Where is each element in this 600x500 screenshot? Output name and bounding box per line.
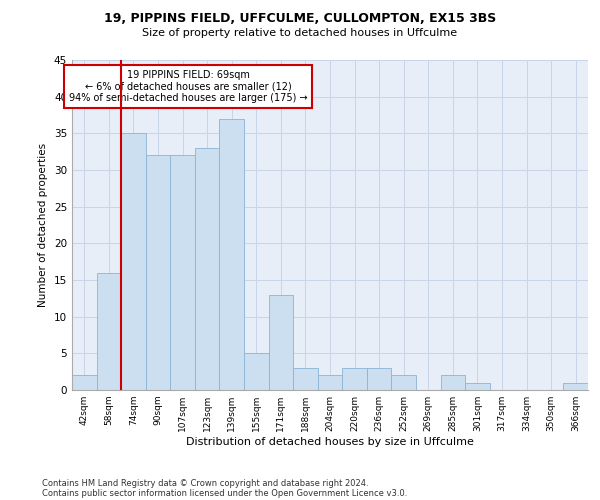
Bar [121,134,146,390]
Bar [146,156,170,390]
Bar [318,376,342,390]
Bar [465,382,490,390]
Y-axis label: Number of detached properties: Number of detached properties [38,143,49,307]
Bar [97,272,121,390]
Bar [72,376,97,390]
Bar [244,354,269,390]
Bar [220,118,244,390]
Text: 19, PIPPINS FIELD, UFFCULME, CULLOMPTON, EX15 3BS: 19, PIPPINS FIELD, UFFCULME, CULLOMPTON,… [104,12,496,26]
Bar [391,376,416,390]
Bar [342,368,367,390]
Bar [440,376,465,390]
Bar [563,382,588,390]
Bar [269,294,293,390]
Text: 19 PIPPINS FIELD: 69sqm
← 6% of detached houses are smaller (12)
94% of semi-det: 19 PIPPINS FIELD: 69sqm ← 6% of detached… [69,70,307,103]
X-axis label: Distribution of detached houses by size in Uffculme: Distribution of detached houses by size … [186,437,474,447]
Text: Contains HM Land Registry data © Crown copyright and database right 2024.: Contains HM Land Registry data © Crown c… [42,478,368,488]
Bar [293,368,318,390]
Text: Size of property relative to detached houses in Uffculme: Size of property relative to detached ho… [142,28,458,38]
Bar [367,368,391,390]
Text: Contains public sector information licensed under the Open Government Licence v3: Contains public sector information licen… [42,488,407,498]
Bar [170,156,195,390]
Bar [195,148,220,390]
